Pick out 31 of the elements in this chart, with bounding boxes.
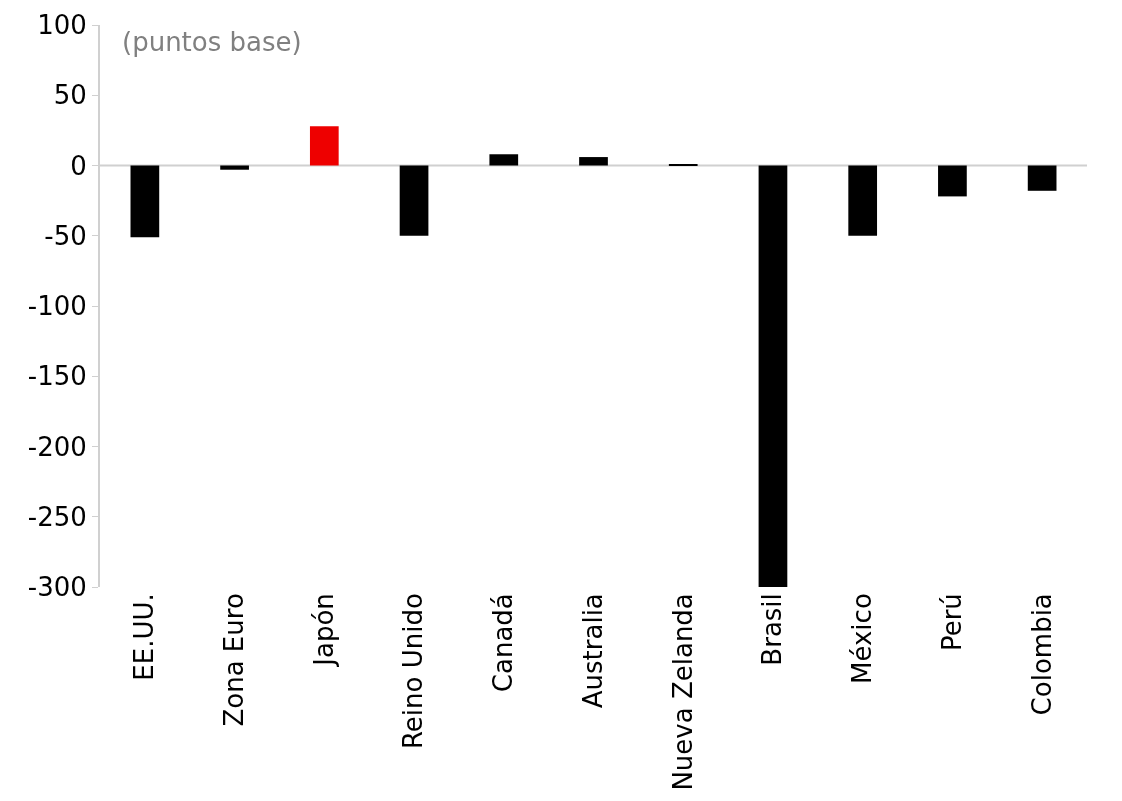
- bar: [1027, 165, 1057, 191]
- y-tick-label: 50: [53, 80, 87, 111]
- x-tick-label: EE.UU.: [129, 593, 160, 681]
- bar: [399, 165, 429, 236]
- bar: [309, 126, 339, 166]
- x-tick-label: Reino Unido: [398, 593, 429, 750]
- bar: [848, 165, 878, 236]
- annotation: (puntos base): [122, 27, 302, 57]
- x-tick-label: Australia: [577, 593, 608, 709]
- x-tick-label: Colombia: [1026, 593, 1057, 716]
- y-tick-label: 100: [37, 10, 87, 41]
- x-tick-label: Canadá: [488, 593, 519, 693]
- x-tick-label: Japón: [308, 593, 339, 668]
- bar: [489, 154, 519, 166]
- y-tick-label: -250: [27, 501, 87, 532]
- y-tick-label: 0: [70, 150, 87, 181]
- x-tick-label: Brasil: [757, 593, 788, 666]
- y-tick-label: -100: [27, 291, 87, 322]
- bar: [579, 157, 608, 166]
- x-tick-label: Zona Euro: [219, 593, 250, 727]
- y-tick-label: -50: [44, 220, 87, 251]
- bar: [220, 165, 249, 170]
- bar: [938, 165, 967, 197]
- x-tick-label: Perú: [936, 593, 967, 652]
- y-tick-label: -150: [27, 361, 87, 392]
- bar: [130, 165, 160, 238]
- x-tick-label: México: [847, 593, 878, 684]
- y-tick-label: -300: [27, 572, 87, 603]
- x-tick-label: Nueva Zelanda: [667, 593, 698, 791]
- bar: [758, 165, 788, 587]
- y-tick-label: -200: [27, 431, 87, 462]
